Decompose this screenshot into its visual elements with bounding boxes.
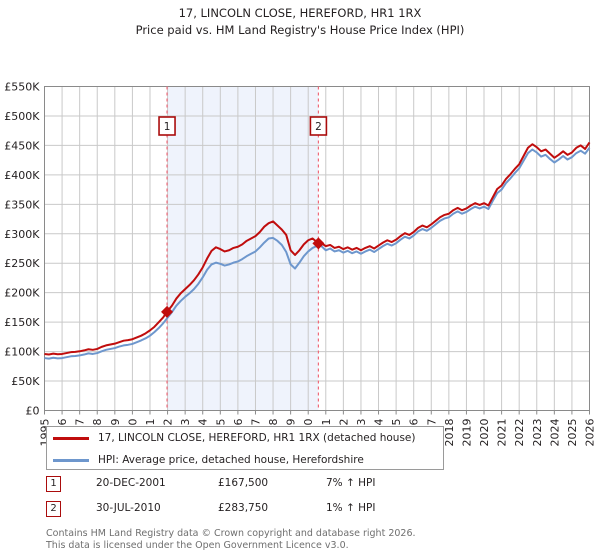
x-axis-tick-label: 2025 bbox=[566, 419, 579, 447]
page-title: 17, LINCOLN CLOSE, HEREFORD, HR1 1RX bbox=[178, 6, 422, 20]
ownership-period-band bbox=[167, 86, 319, 411]
x-axis-tick-label: 2024 bbox=[548, 419, 561, 447]
legend-item-price-paid: 17, LINCOLN CLOSE, HEREFORD, HR1 1RX (de… bbox=[47, 427, 443, 449]
sale-price-1: £167,500 bbox=[218, 477, 269, 489]
chart-legend: 17, LINCOLN CLOSE, HEREFORD, HR1 1RX (de… bbox=[46, 426, 444, 470]
sale-date-1: 20-DEC-2001 bbox=[96, 477, 166, 489]
x-axis-tick-label: 2019 bbox=[460, 419, 473, 447]
sale-marker-badge-2: 2 bbox=[46, 501, 61, 517]
y-axis-tick-label: £200K bbox=[4, 287, 40, 300]
y-axis-tick-label: £450K bbox=[4, 139, 40, 152]
chart-plot-area: £0 £50K £100K £150K £200K £250K £300K £350K £400… bbox=[4, 81, 597, 447]
y-axis-tick-label: £500K bbox=[4, 110, 40, 123]
chart-title-block: 17, LINCOLN CLOSE, HEREFORD, HR1 1RX Pri… bbox=[0, 0, 600, 39]
sale-point-marker bbox=[161, 305, 174, 318]
footer-line-1: Contains HM Land Registry data © Crown c… bbox=[46, 528, 416, 539]
y-axis-tick-label: £250K bbox=[4, 257, 40, 270]
event-marker-label: 1 bbox=[164, 121, 171, 133]
legend-swatch-price-paid bbox=[53, 436, 89, 440]
sale-hpi-delta-1: 7% ↑ HPI bbox=[326, 477, 376, 489]
x-axis-tick-label: 2018 bbox=[443, 419, 456, 447]
y-axis-tick-label: £100K bbox=[4, 346, 40, 359]
sale-marker-badge-1: 1 bbox=[46, 476, 61, 492]
x-axis-tick-label: 2020 bbox=[478, 419, 491, 447]
y-axis-tick-label: £400K bbox=[4, 169, 40, 182]
event-marker-label: 2 bbox=[315, 121, 322, 133]
y-axis-tick-label: £550K bbox=[4, 81, 40, 94]
legend-swatch-hpi bbox=[53, 458, 89, 462]
legend-label-hpi: HPI: Average price, detached house, Here… bbox=[98, 454, 364, 466]
sale-point-marker bbox=[312, 237, 325, 250]
page-subtitle: Price paid vs. HM Land Registry's House … bbox=[135, 23, 465, 37]
y-axis-tick-label: £300K bbox=[4, 228, 40, 241]
sale-price-2: £283,750 bbox=[218, 502, 269, 514]
sale-date-2: 30-JUL-2010 bbox=[96, 502, 161, 514]
x-axis-tick-label: 2022 bbox=[513, 419, 526, 447]
x-axis-tick-label: 2026 bbox=[584, 419, 597, 447]
y-axis-tick-label: £150K bbox=[4, 316, 40, 329]
sale-hpi-delta-2: 1% ↑ HPI bbox=[326, 502, 376, 514]
legend-label-price-paid: 17, LINCOLN CLOSE, HEREFORD, HR1 1RX (de… bbox=[98, 432, 416, 444]
y-axis-tick-label: £0 bbox=[26, 405, 40, 418]
price-history-chart: £0 £50K £100K £150K £200K £250K £300K £350K £400… bbox=[0, 39, 600, 447]
y-axis-tick-label: £350K bbox=[4, 198, 40, 211]
y-axis-tick-label: £50K bbox=[11, 375, 40, 388]
event-marker-box bbox=[309, 116, 328, 136]
x-axis-tick-label: 2023 bbox=[531, 419, 544, 447]
event-marker-box bbox=[158, 116, 176, 136]
x-axis-tick-label: 2021 bbox=[496, 419, 509, 447]
legend-item-hpi: HPI: Average price, detached house, Here… bbox=[47, 449, 443, 471]
footer-line-2: This data is licensed under the Open Gov… bbox=[46, 539, 349, 551]
attribution-footer: Contains HM Land Registry data © Crown c… bbox=[46, 528, 586, 551]
